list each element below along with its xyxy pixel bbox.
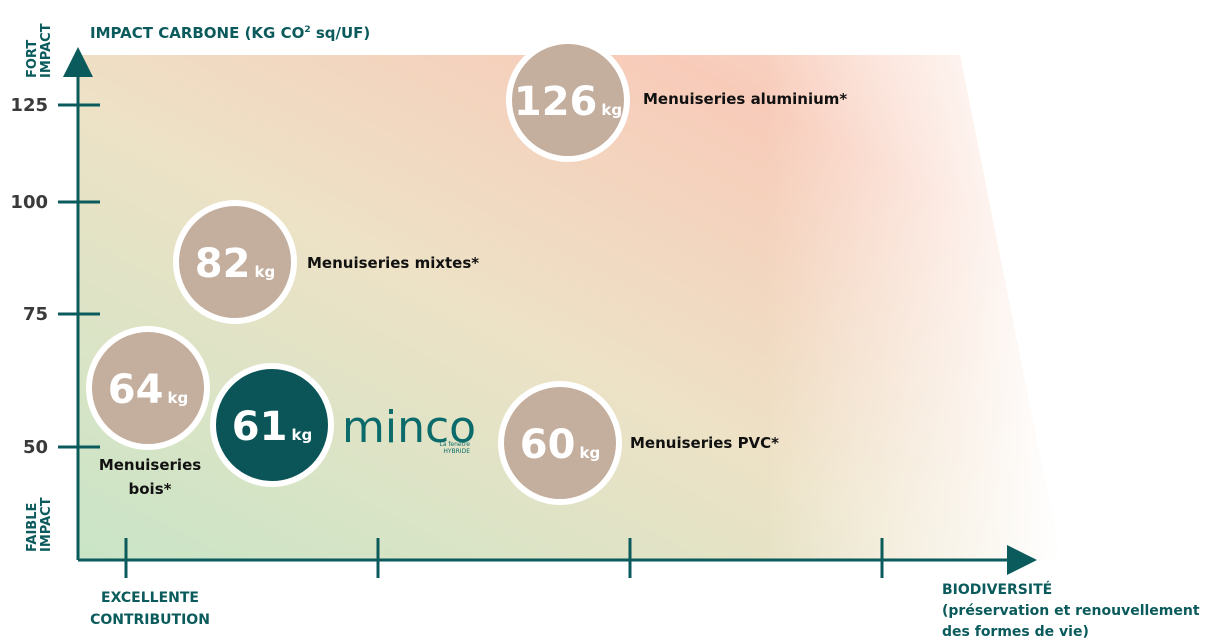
y-tick-label: 75 — [23, 304, 48, 325]
bubble: 64 kg Menuiseries bois* — [86, 326, 210, 498]
logo: minco La fenêtre HYBRIDE — [342, 402, 476, 455]
y-tick-label: 50 — [23, 437, 48, 458]
y-bottom-label: FAIBLEIMPACT — [25, 497, 54, 552]
y-top-label: FORTIMPACT — [25, 23, 54, 78]
y-axis-title: IMPACT CARBONE (KG CO2 sq/UF) — [90, 24, 370, 42]
svg-text:Menuiseries PVC*: Menuiseries PVC* — [630, 434, 779, 452]
y-tick-label: 100 — [10, 192, 48, 213]
bubble: 60 kg Menuiseries PVC* — [498, 381, 779, 505]
svg-text:Menuiseries mixtes*: Menuiseries mixtes* — [307, 254, 479, 272]
y-tick-label: 125 — [10, 95, 48, 116]
x-axis-title: BIODIVERSITÉ (préservation et renouvellem… — [942, 581, 1200, 640]
svg-text:Menuiseries aluminium*: Menuiseries aluminium* — [643, 90, 847, 108]
bubble: 126 kg Menuiseries aluminium* — [506, 38, 847, 162]
x-left-label: EXCELLENTE CONTRIBUTION — [90, 590, 210, 628]
svg-text:minco: minco — [342, 402, 476, 453]
bubble: 82 kg Menuiseries mixtes* — [173, 200, 479, 324]
bubble: 61 kg — [210, 363, 334, 487]
